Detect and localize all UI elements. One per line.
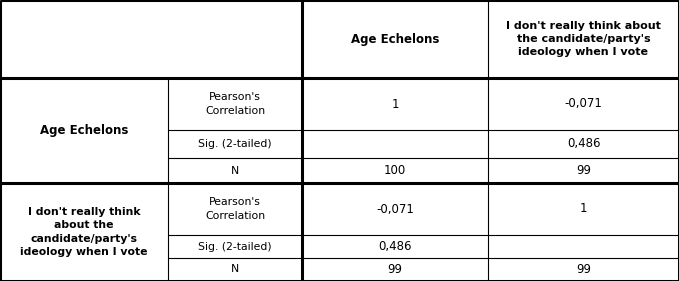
Text: N: N <box>231 264 239 275</box>
Text: 99: 99 <box>576 263 591 276</box>
Text: -0,071: -0,071 <box>376 203 414 216</box>
Text: 1: 1 <box>391 98 399 110</box>
Text: 99: 99 <box>576 164 591 177</box>
Text: Pearson's
Correlation: Pearson's Correlation <box>205 92 265 115</box>
Text: 100: 100 <box>384 164 406 177</box>
Text: Age Echelons: Age Echelons <box>351 33 439 46</box>
Text: Sig. (2-tailed): Sig. (2-tailed) <box>198 241 272 251</box>
Text: -0,071: -0,071 <box>564 98 602 110</box>
Text: 0,486: 0,486 <box>567 137 600 151</box>
Text: I don't really think
about the
candidate/party's
ideology when I vote: I don't really think about the candidate… <box>20 207 148 257</box>
Text: Age Echelons: Age Echelons <box>40 124 128 137</box>
Text: 0,486: 0,486 <box>378 240 411 253</box>
Text: N: N <box>231 166 239 176</box>
Text: 99: 99 <box>388 263 403 276</box>
Text: I don't really think about
the candidate/party's
ideology when I vote: I don't really think about the candidate… <box>506 21 661 57</box>
Text: Sig. (2-tailed): Sig. (2-tailed) <box>198 139 272 149</box>
Text: 1: 1 <box>580 203 587 216</box>
Text: Pearson's
Correlation: Pearson's Correlation <box>205 197 265 221</box>
